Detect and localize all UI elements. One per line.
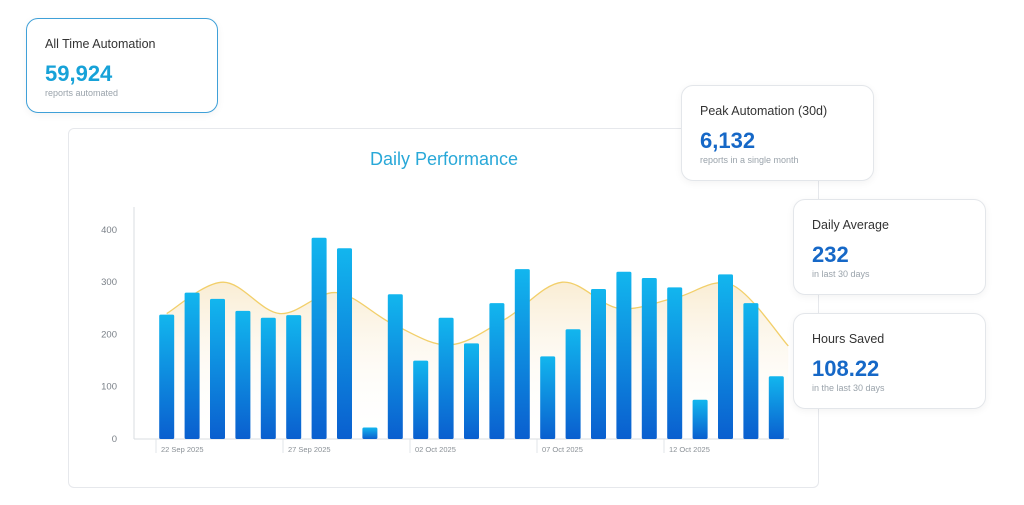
daily-performance-chart: 0 100 200 300 400 22 Sep 2025 27 Sep 2025 02 Oc…: [101, 207, 789, 454]
all-time-automation-sub: reports automated: [45, 88, 119, 98]
all-time-automation-label: All Time Automation: [45, 37, 156, 51]
bar[interactable]: [260, 317, 276, 439]
peak-automation-sub: reports in a single month: [700, 155, 799, 165]
y-tick-label: 200: [101, 329, 117, 340]
bar[interactable]: [743, 303, 759, 439]
bar[interactable]: [540, 356, 556, 439]
bar[interactable]: [464, 343, 479, 439]
x-tick-label: 27 Sep 2025: [288, 445, 331, 454]
bar[interactable]: [489, 303, 505, 439]
bar[interactable]: [286, 315, 302, 439]
hours-saved-value: 108.22: [812, 356, 880, 381]
y-tick-label: 300: [101, 277, 117, 288]
bar[interactable]: [311, 237, 327, 439]
bar[interactable]: [438, 317, 454, 439]
hours-saved-sub: in the last 30 days: [812, 383, 885, 393]
bar[interactable]: [514, 269, 530, 439]
daily-average-sub: in last 30 days: [812, 269, 870, 279]
bar[interactable]: [413, 360, 429, 439]
x-tick-label: 22 Sep 2025: [161, 445, 204, 454]
trend-line: [166, 281, 789, 347]
bar[interactable]: [159, 314, 175, 439]
bar[interactable]: [667, 287, 683, 439]
hours-saved-label: Hours Saved: [812, 332, 885, 346]
daily-average-card: Daily Average 232 in last 30 days: [793, 199, 986, 295]
peak-automation-value: 6,132: [700, 128, 756, 153]
x-tick-label: 12 Oct 2025: [669, 445, 710, 454]
bar[interactable]: [718, 274, 733, 439]
peak-automation-card: Peak Automation (30d) 6,132 reports in a…: [681, 85, 874, 181]
x-tick-label: 07 Oct 2025: [542, 445, 583, 454]
daily-average-label: Daily Average: [812, 218, 889, 232]
bar[interactable]: [692, 399, 708, 439]
daily-performance-panel: Daily Performance 0 100 200 300 400 22 Sep 20…: [68, 128, 819, 488]
bar[interactable]: [235, 310, 251, 439]
chart-title: Daily Performance: [369, 149, 519, 169]
y-tick-label: 0: [112, 434, 117, 445]
y-tick-label: 100: [101, 382, 117, 393]
x-tick-label: 02 Oct 2025: [415, 445, 456, 454]
bar[interactable]: [565, 329, 581, 439]
bar[interactable]: [641, 278, 657, 439]
daily-average-value: 232: [812, 242, 849, 267]
bar[interactable]: [387, 294, 403, 439]
bar[interactable]: [591, 288, 606, 439]
bar[interactable]: [210, 298, 225, 439]
hours-saved-card: Hours Saved 108.22 in the last 30 days: [793, 313, 986, 409]
bar[interactable]: [362, 427, 378, 440]
all-time-automation-value: 59,924: [45, 61, 113, 86]
y-tick-label: 400: [101, 225, 117, 236]
bar[interactable]: [337, 248, 352, 439]
bar[interactable]: [768, 376, 784, 439]
bar[interactable]: [184, 292, 200, 439]
bar[interactable]: [616, 271, 632, 439]
peak-automation-label: Peak Automation (30d): [700, 104, 828, 118]
all-time-automation-card: All Time Automation 59,924 reports autom…: [26, 18, 218, 113]
